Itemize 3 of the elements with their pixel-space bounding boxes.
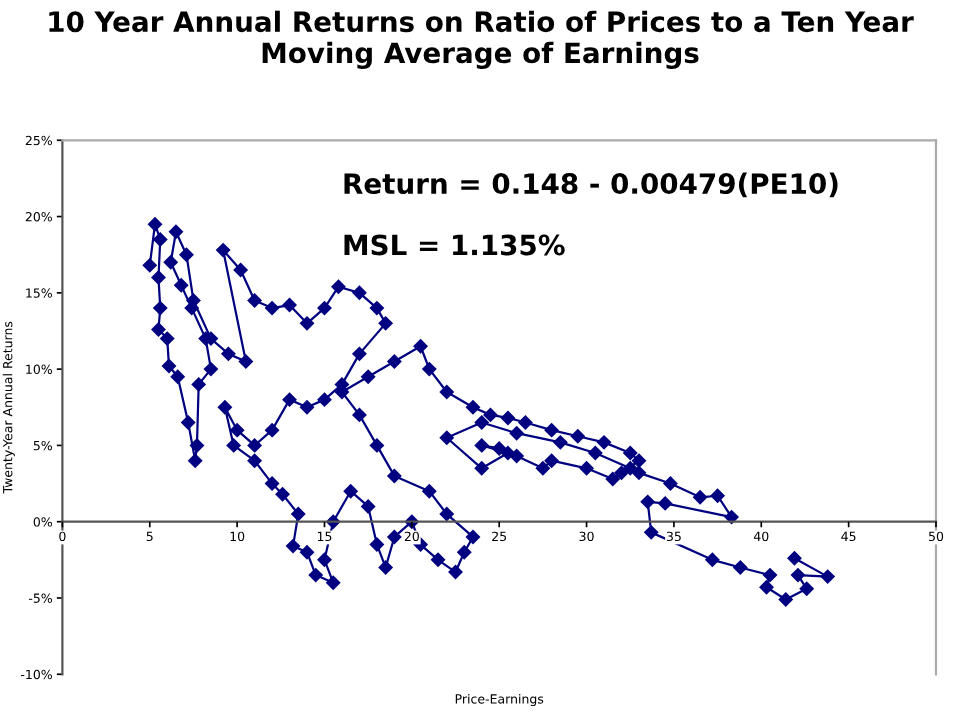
annotation: MSL = 1.135%: [344, 234, 565, 256]
annotation: Return = 0.148 - 0.00479(PE10): [344, 172, 838, 198]
chart-title: 10 Year Annual Returns on Ratio of Prices to a Ten Year Moving Average of Earnings: [49, 10, 914, 69]
